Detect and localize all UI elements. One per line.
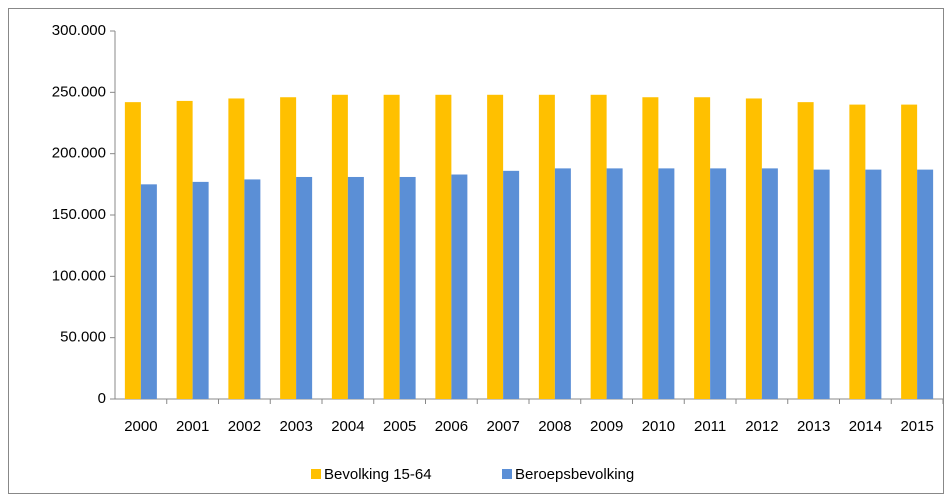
x-tick-label: 2000 — [124, 418, 157, 435]
x-tick-label: 2001 — [176, 418, 209, 435]
x-tick-label: 2005 — [383, 418, 416, 435]
bar — [228, 98, 245, 399]
bar — [917, 169, 934, 399]
chart-border — [8, 8, 944, 494]
bar — [176, 100, 193, 400]
x-tick-label: 2011 — [694, 418, 726, 435]
bar — [590, 94, 607, 399]
y-tick-label: 50.000 — [60, 329, 106, 346]
bar — [124, 102, 141, 399]
bar — [865, 169, 882, 399]
legend-swatch — [311, 469, 321, 479]
x-tick-label: 2002 — [228, 418, 261, 435]
x-tick-label: 2004 — [331, 418, 364, 435]
x-tick-label: 2015 — [900, 418, 933, 435]
bar — [901, 104, 918, 399]
y-tick-label: 250.000 — [52, 83, 106, 100]
bar — [192, 181, 209, 399]
bar — [642, 97, 659, 400]
y-tick-label: 300.000 — [52, 22, 106, 39]
bar — [694, 97, 711, 400]
bar — [745, 98, 762, 399]
bar — [280, 97, 297, 400]
bar — [849, 104, 866, 399]
x-tick-label: 2013 — [797, 418, 830, 435]
bar — [538, 94, 555, 399]
bar — [554, 168, 571, 399]
bar — [813, 169, 830, 399]
y-tick-label: 100.000 — [52, 267, 106, 284]
bar — [347, 176, 364, 399]
x-tick-label: 2009 — [590, 418, 623, 435]
bar — [399, 176, 416, 399]
bar — [451, 174, 468, 399]
x-tick-label: 2008 — [538, 418, 571, 435]
y-tick-label: 200.000 — [52, 145, 106, 162]
bar — [435, 94, 452, 399]
bar — [761, 168, 778, 399]
legend-swatch — [502, 469, 512, 479]
bar — [383, 94, 400, 399]
bar — [503, 170, 520, 399]
legend-label: Bevolking 15-64 — [324, 466, 432, 483]
bar — [244, 179, 261, 399]
x-tick-label: 2012 — [745, 418, 778, 435]
x-tick-label: 2007 — [486, 418, 519, 435]
x-tick-label: 2003 — [279, 418, 312, 435]
y-tick-label: 150.000 — [52, 206, 106, 223]
y-tick-label: 0 — [98, 390, 106, 407]
bar — [331, 94, 348, 399]
x-tick-label: 2006 — [435, 418, 468, 435]
bar — [606, 168, 623, 399]
legend-label: Beroepsbevolking — [515, 466, 634, 483]
bar — [296, 176, 313, 399]
bar — [797, 102, 814, 399]
bar — [658, 168, 675, 399]
bar — [140, 184, 157, 399]
x-tick-label: 2014 — [849, 418, 882, 435]
x-tick-label: 2010 — [642, 418, 675, 435]
bar — [710, 168, 727, 399]
bar — [487, 94, 504, 399]
